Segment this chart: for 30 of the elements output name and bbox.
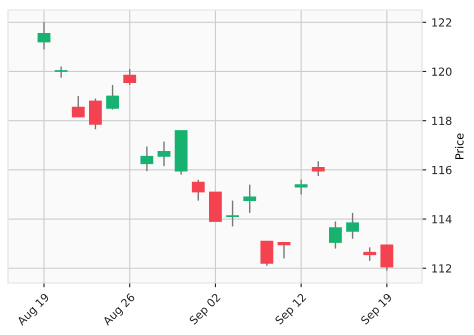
candlestick <box>38 22 50 50</box>
candlestick <box>243 184 256 214</box>
candlestick <box>123 68 136 86</box>
candlestick <box>278 242 290 260</box>
x-tick-label: Aug 26 <box>102 292 137 328</box>
x-tick-label: Sep 02 <box>188 292 222 326</box>
candlestick <box>72 95 85 118</box>
y-tick-label: 114 <box>432 215 452 224</box>
y-tick-label: 122 <box>432 18 452 27</box>
candlestick <box>192 179 205 202</box>
x-tick-label: Sep 19 <box>360 292 394 326</box>
candlestick <box>363 246 376 262</box>
y-axis-title: Price <box>455 134 464 159</box>
candlestick <box>380 244 394 272</box>
y-tick-label: 116 <box>432 166 452 174</box>
candlestick <box>260 240 274 266</box>
candlestick <box>226 200 239 228</box>
candlestick <box>54 66 68 78</box>
candlestick <box>294 179 308 196</box>
x-tick-label: Sep 12 <box>274 292 308 326</box>
y-tick-label: 120 <box>432 67 452 76</box>
candlestick <box>312 160 325 177</box>
candlestick <box>89 98 102 130</box>
candlestick <box>346 212 359 240</box>
candlestick <box>140 146 154 172</box>
candlestick <box>158 140 170 167</box>
candlestick <box>106 84 119 110</box>
candlestick <box>329 220 342 250</box>
y-tick-label: 112 <box>432 264 452 272</box>
y-tick-label: 118 <box>432 116 452 126</box>
